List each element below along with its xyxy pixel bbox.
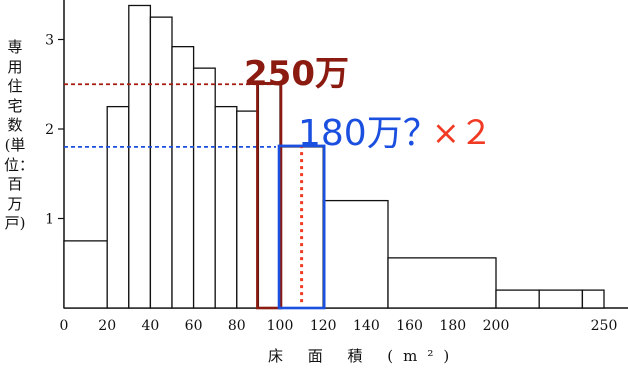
histogram-bar xyxy=(192,67,216,309)
histogram-bar xyxy=(214,105,238,309)
x-tick-label: 40 xyxy=(141,318,159,334)
histogram-bar xyxy=(106,105,130,309)
x-tick-label: 180 xyxy=(439,318,466,334)
x-tick-label: 60 xyxy=(185,318,203,334)
highlight-box xyxy=(256,81,283,310)
bars xyxy=(63,4,605,309)
histogram-bar xyxy=(257,83,281,309)
histogram-bar xyxy=(128,4,152,309)
x-tick-label: 0 xyxy=(60,318,69,334)
highlight-box xyxy=(277,144,326,310)
tick-labels: 0 20 40 60 80 100 120 140 160 180 200 250 1 2 3 xyxy=(45,33,617,335)
x-tick-label: 160 xyxy=(396,318,423,334)
x-tick-label: 200 xyxy=(483,318,510,334)
x-tick-label: 250 xyxy=(591,318,618,334)
reference-lines xyxy=(64,83,304,306)
histogram-bar xyxy=(581,289,605,309)
histogram-bar xyxy=(322,199,389,309)
x-tick-label: 100 xyxy=(267,318,294,334)
x-tick-label: 20 xyxy=(98,318,116,334)
histogram-bar xyxy=(538,289,584,309)
histogram-bar xyxy=(236,110,260,309)
x-tick-label: 80 xyxy=(228,318,246,334)
annotation-times-two: ×２ xyxy=(432,113,493,152)
annotation-180: 180万？ xyxy=(298,113,439,154)
x-tick-label: 140 xyxy=(353,318,380,334)
histogram-bar xyxy=(279,146,324,309)
histogram-bar xyxy=(495,289,540,309)
x-tick-label: 120 xyxy=(310,318,337,334)
y-tick-label: 1 xyxy=(45,212,54,228)
x-axis-label: 床 面 積 (m²) xyxy=(268,347,460,365)
y-axis-label: 専用住宅数(単位：百万戸) xyxy=(4,38,35,233)
y-tick-label: 3 xyxy=(45,33,54,49)
histogram-bar xyxy=(149,16,173,309)
histogram-bar xyxy=(171,46,195,309)
annotation-250: 250万 xyxy=(244,54,349,94)
y-tick-label: 2 xyxy=(45,122,54,138)
histogram-bar xyxy=(63,240,108,309)
histogram-bar xyxy=(387,257,497,309)
highlight-boxes xyxy=(256,81,326,310)
